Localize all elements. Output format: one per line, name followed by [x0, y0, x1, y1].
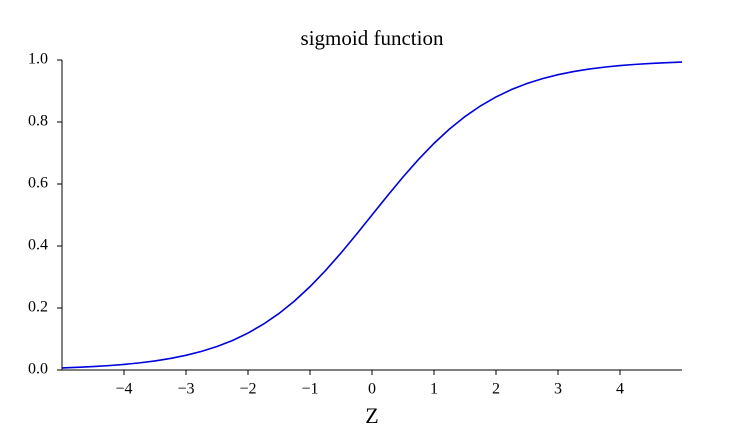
- x-axis-label: Z: [365, 403, 378, 428]
- x-tick-label: 1: [430, 381, 438, 398]
- y-tick-label: 0.8: [28, 113, 48, 130]
- y-tick-label: 0.2: [28, 299, 48, 316]
- x-tick-label: 4: [616, 381, 624, 398]
- x-tick-label: −2: [239, 381, 256, 398]
- line-series: [61, 61, 683, 369]
- chart-title: sigmoid function: [301, 26, 444, 50]
- x-tick-label: −3: [177, 381, 194, 398]
- x-tick-label: −1: [301, 381, 318, 398]
- x-tick-label: 0: [368, 381, 376, 398]
- x-tick-label: 3: [554, 381, 562, 398]
- y-tick-label: 1.0: [28, 51, 48, 68]
- y-tick-label: 0.6: [28, 175, 48, 192]
- y-tick-label: 0.4: [28, 237, 48, 254]
- x-tick-label: 2: [492, 381, 500, 398]
- x-tick-label: −4: [115, 381, 132, 398]
- y-tick-label: 0.0: [28, 361, 48, 378]
